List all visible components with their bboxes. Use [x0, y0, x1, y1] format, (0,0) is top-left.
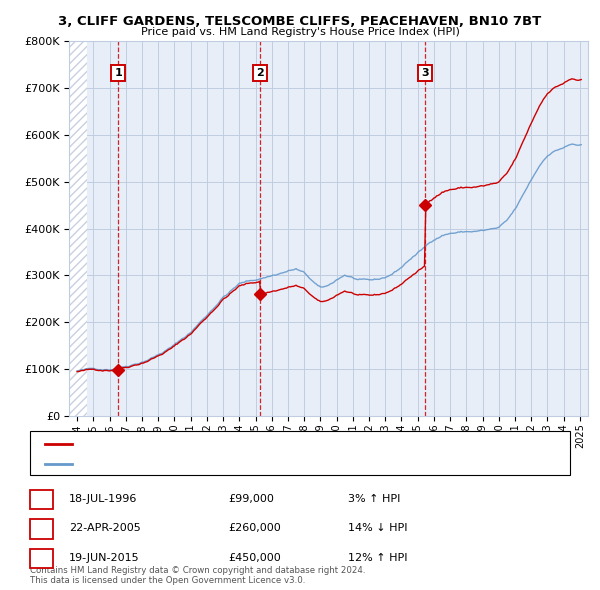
Text: 22-APR-2005: 22-APR-2005: [69, 523, 141, 533]
Text: 3: 3: [38, 553, 45, 562]
Text: 14% ↓ HPI: 14% ↓ HPI: [348, 523, 407, 533]
Text: 2: 2: [257, 68, 264, 78]
Text: Contains HM Land Registry data © Crown copyright and database right 2024.: Contains HM Land Registry data © Crown c…: [30, 566, 365, 575]
Text: £99,000: £99,000: [228, 494, 274, 503]
Text: 18-JUL-1996: 18-JUL-1996: [69, 494, 137, 503]
Text: This data is licensed under the Open Government Licence v3.0.: This data is licensed under the Open Gov…: [30, 576, 305, 585]
Text: £260,000: £260,000: [228, 523, 281, 533]
Text: £450,000: £450,000: [228, 553, 281, 562]
Text: HPI: Average price, detached house, Lewes: HPI: Average price, detached house, Lewe…: [77, 459, 288, 469]
Text: 3% ↑ HPI: 3% ↑ HPI: [348, 494, 400, 503]
Text: Price paid vs. HM Land Registry's House Price Index (HPI): Price paid vs. HM Land Registry's House …: [140, 27, 460, 37]
Text: 1: 1: [115, 68, 122, 78]
Text: 19-JUN-2015: 19-JUN-2015: [69, 553, 140, 562]
Text: 3, CLIFF GARDENS, TELSCOMBE CLIFFS, PEACEHAVEN, BN10 7BT (detached house): 3, CLIFF GARDENS, TELSCOMBE CLIFFS, PEAC…: [77, 439, 483, 449]
Bar: [69, 41, 87, 416]
Text: 3: 3: [421, 68, 429, 78]
Text: 3, CLIFF GARDENS, TELSCOMBE CLIFFS, PEACEHAVEN, BN10 7BT: 3, CLIFF GARDENS, TELSCOMBE CLIFFS, PEAC…: [58, 15, 542, 28]
Text: 2: 2: [38, 523, 45, 533]
Text: 12% ↑ HPI: 12% ↑ HPI: [348, 553, 407, 562]
Text: 1: 1: [38, 494, 45, 503]
